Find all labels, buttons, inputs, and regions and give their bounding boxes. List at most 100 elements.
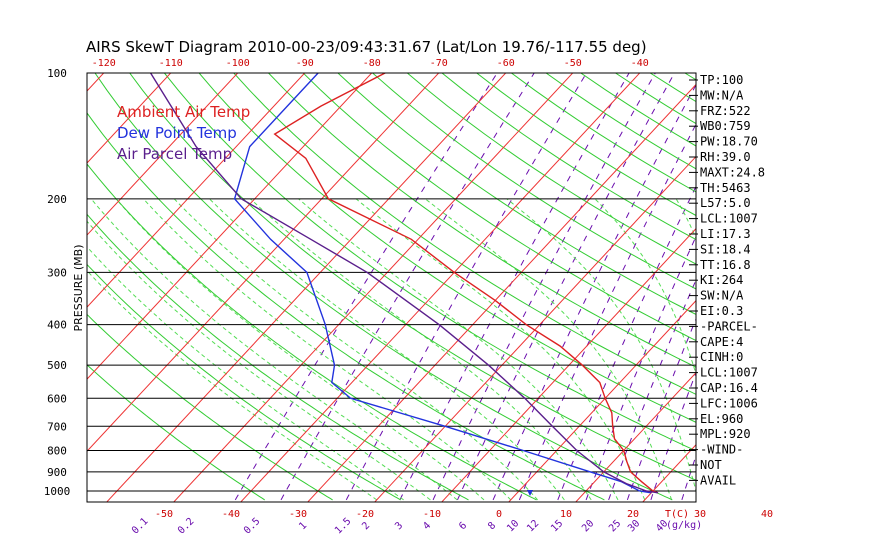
mixing-ratio-tick-label: 25 [607, 518, 623, 534]
plot-area [0, 53, 870, 531]
isotherm [575, 371, 696, 502]
bottom-tick-label: -40 [222, 509, 240, 520]
mixing-ratio-tick-label: 30 [626, 518, 642, 534]
index-entry: MPL:920 [700, 427, 751, 441]
top-tick-label: -60 [497, 58, 515, 69]
dry-adiabat [754, 73, 870, 500]
dry-adiabat [302, 73, 696, 342]
index-entry: CAPE:4 [700, 335, 743, 349]
dry-adiabat [87, 263, 401, 501]
pressure-tick-label: 200 [47, 193, 67, 206]
mixing-ratio-tick-label: 1 [297, 520, 309, 532]
index-entry: LFC:1006 [700, 396, 758, 410]
index-entry: SI:18.4 [700, 242, 751, 256]
dry-adiabat [789, 73, 870, 500]
dry-adiabat [198, 73, 696, 423]
bottom-tick-label: 20 [627, 509, 639, 520]
index-entry: SW:N/A [700, 289, 744, 303]
mixing-ratio-tick-label: 2 [360, 520, 372, 532]
isotherm [87, 73, 440, 452]
dry-adiabat [94, 73, 673, 501]
bottom-tick-label: 40 [761, 509, 773, 520]
bottom-tick-label: -20 [356, 509, 374, 520]
isotherm [0, 53, 55, 531]
mixing-ratio-tick-label: 10 [505, 518, 521, 534]
moist-adiabat [87, 246, 404, 501]
isotherm [817, 53, 870, 531]
index-entry: LI:17.3 [700, 227, 751, 241]
isotherm [87, 73, 373, 380]
moist-adiabat [115, 198, 485, 501]
dry-adiabat [268, 73, 696, 368]
mixing-ratio-tick-label: 0.1 [130, 516, 151, 537]
dry-adiabat [372, 73, 696, 290]
mixing-ratio-tick-label: 3 [393, 520, 405, 532]
top-tick-label: -120 [92, 58, 116, 69]
moist-adiabat [298, 198, 619, 501]
series-line [150, 73, 659, 494]
isotherm [307, 83, 696, 502]
mixing-ratio-line [280, 73, 535, 501]
pressure-tick-label: 1000 [44, 485, 71, 498]
mixing-ratio-tick-label: 15 [549, 518, 565, 534]
top-tick-label: -70 [430, 58, 448, 69]
top-temperature-ticks: -120 -110 -100 -90 -80 -70 -60 -50 -40 [92, 58, 649, 69]
dry-adiabat [87, 364, 265, 501]
y-axis-label: PRESSURE (MB) [72, 245, 85, 332]
mixing-ratio-line [518, 123, 696, 501]
index-entry: EL:960 [700, 412, 743, 426]
isotherm [508, 299, 696, 502]
dry-adiabat [87, 163, 537, 501]
dry-adiabat [649, 73, 696, 103]
moist-adiabats [87, 198, 696, 501]
pressure-tick-label: 500 [47, 359, 67, 372]
series-line [273, 73, 659, 494]
mixing-ratio-tick-label: 20 [580, 518, 596, 534]
moist-adiabat [173, 198, 538, 501]
index-entry: AVAIL [700, 473, 736, 487]
isotherm [750, 53, 870, 531]
dry-adiabat [87, 112, 605, 501]
mixing-ratio-line [234, 73, 498, 501]
bottom-tick-label: 0 [496, 509, 502, 520]
isotherm [441, 227, 696, 502]
legend: Ambient Air Temp Dew Point Temp Air Parcel… [117, 103, 250, 163]
index-entry: CAP:16.4 [700, 381, 758, 395]
mixing-ratio-line [457, 73, 675, 501]
chart-title: AIRS SkewT Diagram 2010-00-23/09:43:31.6… [86, 38, 647, 56]
isotherms [0, 53, 870, 531]
index-entry: TP:100 [700, 73, 743, 87]
plot-frame [86, 72, 697, 503]
isotherm [87, 73, 172, 164]
legend-entry: Air Parcel Temp [117, 145, 232, 163]
series-line [233, 73, 652, 494]
dry-adiabat [233, 73, 696, 395]
mixing-ratio-line [557, 185, 696, 501]
surface-marker [527, 490, 533, 496]
isobars [87, 198, 696, 492]
isotherm [106, 73, 507, 502]
index-entry: EI:0.3 [700, 304, 743, 318]
pressure-tick-label: 600 [47, 392, 67, 405]
moist-adiabat [249, 198, 592, 501]
dry-adiabat [406, 73, 696, 265]
bottom-tick-label: -10 [423, 509, 441, 520]
pressure-tick-label: 700 [47, 420, 67, 433]
index-entry: -PARCEL- [700, 319, 758, 333]
mixing-ratio-lines [234, 73, 696, 501]
mixing-ratio-tick-label: 8 [486, 520, 498, 532]
index-entry: TH:5463 [700, 181, 751, 195]
dry-adiabat [164, 73, 696, 452]
index-entry: MAXT:24.8 [700, 165, 765, 179]
index-entry: RH:39.0 [700, 150, 751, 164]
mixing-ratio-unit-label: (g/kg) [666, 520, 702, 531]
moist-adiabat [87, 220, 431, 501]
top-tick-label: -40 [631, 58, 649, 69]
dry-adiabat [87, 213, 469, 501]
mixing-ratio-line [492, 83, 696, 501]
index-entry: L57:5.0 [700, 196, 751, 210]
moist-adiabat [87, 270, 378, 501]
mixing-ratio-tick-label: 0.2 [176, 516, 197, 537]
mixing-ratio-tick-label: 1.5 [333, 516, 354, 537]
